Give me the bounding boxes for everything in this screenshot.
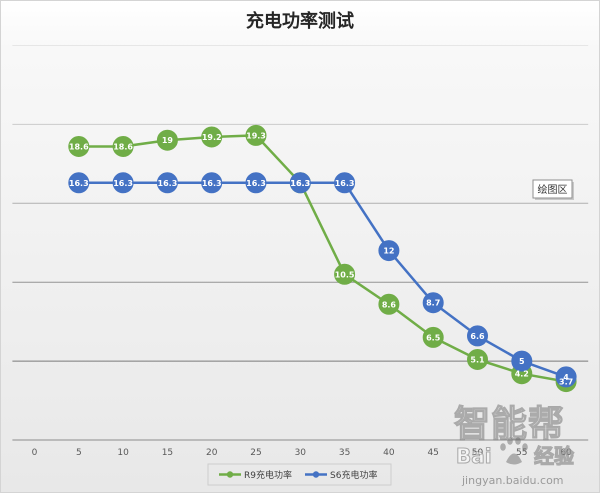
x-tick-label: 40 bbox=[383, 448, 395, 458]
series-1-marker[interactable] bbox=[112, 136, 134, 157]
series-2-data-label: 6.6 bbox=[470, 332, 485, 341]
legend-swatch-marker bbox=[312, 471, 320, 478]
x-tick-labels[interactable]: 0 5 10 15 20 25 30 35 40 45 50 55 60 bbox=[32, 448, 572, 458]
series-1-data-label: 8.6 bbox=[382, 300, 397, 309]
x-tick-label: 30 bbox=[295, 448, 307, 458]
series-1-data-label: 19.3 bbox=[246, 131, 266, 140]
series-2-data-label: 8.7 bbox=[426, 299, 440, 308]
series-2-data-label: 16.3 bbox=[113, 179, 133, 188]
series-2-data-label: 5 bbox=[519, 357, 525, 366]
legend-frame bbox=[207, 463, 392, 486]
series-1-data-label: 4.2 bbox=[515, 370, 529, 379]
series-1-data-label: 19 bbox=[162, 136, 174, 145]
x-tick-label: 25 bbox=[250, 448, 261, 458]
watermark-logo-text: Bai bbox=[456, 444, 492, 468]
x-tick-label: 55 bbox=[516, 448, 527, 458]
chart-title[interactable]: 充电功率测试 bbox=[246, 10, 354, 32]
legend-label: R9充电功率 bbox=[244, 469, 292, 481]
series-2-data-label: 16.3 bbox=[246, 179, 266, 188]
legend-label: S6充电功率 bbox=[330, 469, 377, 481]
x-tick-label: 60 bbox=[560, 448, 572, 458]
x-tick-label: 50 bbox=[472, 448, 484, 458]
watermark-url: jingyan.baidu.com bbox=[461, 474, 564, 487]
series-1-marker[interactable] bbox=[467, 349, 488, 370]
series-1-marker[interactable] bbox=[422, 326, 444, 348]
legend-item-r9[interactable]: R9充电功率 bbox=[219, 469, 292, 481]
series-2-data-label: 12 bbox=[383, 247, 394, 256]
watermark-site-name: 智能帮 bbox=[454, 404, 565, 445]
series-layer[interactable] bbox=[68, 124, 577, 393]
gridlines[interactable] bbox=[12, 45, 589, 362]
series-2-marker[interactable] bbox=[467, 325, 488, 347]
series-2-marker[interactable] bbox=[422, 292, 444, 314]
series-1-marker[interactable] bbox=[334, 263, 356, 285]
paw-icon bbox=[500, 437, 528, 465]
x-tick-label: 5 bbox=[76, 448, 82, 458]
x-tick-label: 0 bbox=[32, 448, 38, 458]
series-2-marker[interactable] bbox=[555, 366, 577, 388]
series-1-data-label: 19.2 bbox=[202, 133, 222, 142]
series-1-marker[interactable] bbox=[378, 293, 400, 315]
series-2-marker[interactable] bbox=[289, 172, 311, 194]
series-1-data-label: 3.7 bbox=[559, 378, 573, 387]
series-1[interactable] bbox=[68, 124, 577, 393]
watermark: 智能帮 Bai 经验 jingyan.baidu.com bbox=[453, 403, 574, 487]
series-1-data-label: 6.5 bbox=[426, 333, 441, 342]
series-1-marker[interactable] bbox=[156, 129, 178, 151]
series-1-data-label: 18.6 bbox=[69, 143, 89, 152]
series-2-data-label: 16.3 bbox=[335, 179, 355, 188]
tooltip-text: 绘图区 bbox=[538, 183, 568, 196]
x-tick-label: 45 bbox=[427, 448, 438, 458]
series-1-data-label: 16.3 bbox=[290, 179, 310, 188]
series-1-marker[interactable] bbox=[245, 124, 267, 146]
series-2-marker[interactable] bbox=[156, 172, 178, 194]
series-2[interactable] bbox=[68, 172, 577, 388]
series-2-data-label: 16.3 bbox=[158, 179, 178, 188]
series-1-data-label: 10.5 bbox=[335, 270, 355, 279]
series-2-data-label: 16.3 bbox=[202, 179, 222, 188]
series-2-marker[interactable] bbox=[511, 350, 533, 372]
series-2-marker[interactable] bbox=[201, 172, 223, 194]
series-1-data-label: 18.6 bbox=[113, 143, 133, 152]
series-1-marker[interactable] bbox=[201, 126, 223, 148]
watermark-logo-suffix: 经验 bbox=[534, 444, 574, 468]
series-1-marker[interactable] bbox=[68, 136, 90, 157]
x-tick-label: 15 bbox=[162, 448, 173, 458]
series-2-data-label: 16.3 bbox=[290, 179, 310, 188]
series-1-data-label: 5.1 bbox=[470, 356, 485, 365]
tooltip-box bbox=[532, 179, 573, 199]
series-2-marker[interactable] bbox=[245, 172, 267, 194]
series-2-marker[interactable] bbox=[334, 172, 356, 194]
plot-area-tooltip: 绘图区 bbox=[532, 179, 574, 200]
x-tick-label: 35 bbox=[339, 448, 350, 458]
series-2-data-label: 16.3 bbox=[69, 179, 89, 188]
legend-swatch-marker bbox=[226, 471, 234, 478]
data-labels[interactable]: 18.6 18.6 19 19.2 19.3 16.3 10.5 8.6 6.5 5.1 4.2 3.… bbox=[69, 131, 573, 386]
series-2-marker[interactable] bbox=[68, 172, 90, 194]
series-2-marker[interactable] bbox=[378, 240, 400, 262]
legend-item-s6[interactable]: S6充电功率 bbox=[305, 469, 377, 481]
series-2-data-label: 4 bbox=[563, 373, 569, 382]
x-tick-label: 20 bbox=[206, 448, 218, 458]
series-2-marker[interactable] bbox=[112, 172, 134, 194]
legend[interactable]: R9充电功率 S6充电功率 bbox=[207, 463, 392, 486]
x-tick-label: 10 bbox=[117, 448, 129, 458]
